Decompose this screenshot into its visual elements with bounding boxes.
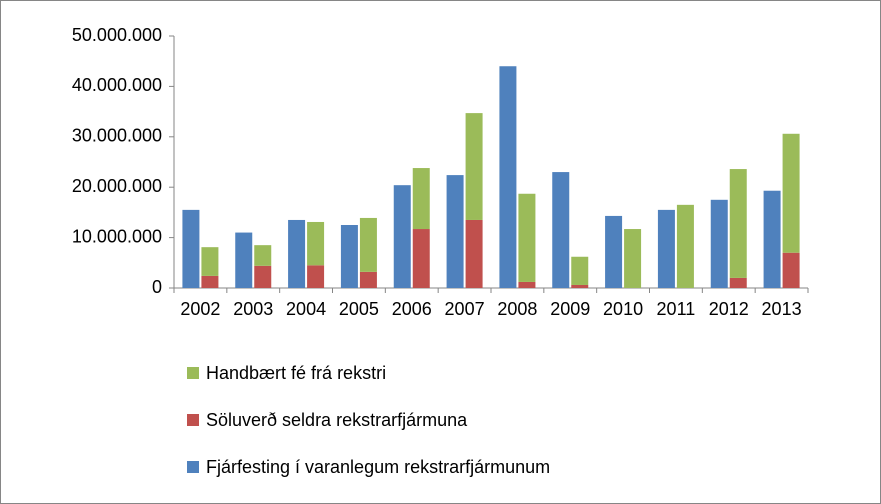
bar [254,245,272,266]
x-tick-label: 2012 [709,299,749,319]
x-tick-label: 2007 [445,299,485,319]
bar [782,133,800,253]
legend-label: Fjárfesting í varanlegum rekstrarfjármun… [206,457,550,477]
bar [340,225,358,288]
bar [710,199,728,288]
bar [201,247,219,276]
x-tick-label: 2013 [762,299,802,319]
x-tick-label: 2011 [657,299,696,319]
bar [571,256,589,285]
bar [359,217,377,272]
bar [518,281,536,288]
bar [182,209,200,288]
y-tick-label: 10.000.000 [72,226,162,246]
bar [254,265,272,288]
y-tick-label: 50.000.000 [72,25,162,45]
bar [782,252,800,288]
bar [657,209,675,288]
legend-swatch [187,414,199,426]
bar [446,175,464,288]
bar [763,190,781,288]
y-tick-label: 40.000.000 [72,75,162,95]
bar [235,232,253,288]
bar [624,229,642,288]
bar [499,66,517,289]
bar [605,215,623,288]
x-tick-label: 2009 [550,299,590,319]
bar [307,221,325,266]
bar [729,277,747,288]
x-tick-label: 2002 [180,299,220,319]
legend-swatch [187,367,199,379]
legend-label: Handbært fé frá rekstri [206,363,386,383]
legend-swatch [187,461,199,473]
y-tick-label: 0 [152,277,162,297]
bar [729,169,747,278]
y-tick-label: 20.000.000 [72,176,162,196]
bar [393,185,411,288]
bar [465,219,483,288]
bar [676,204,694,288]
bar [359,271,377,288]
x-tick-label: 2010 [603,299,643,319]
legend-label: Söluverð seldra rekstrarfjármuna [206,410,468,430]
x-tick-label: 2006 [392,299,432,319]
bar [201,275,219,288]
bar [412,168,430,230]
x-tick-label: 2008 [497,299,537,319]
bar [412,229,430,288]
bar [518,193,536,282]
x-tick-label: 2005 [339,299,379,319]
y-tick-label: 30.000.000 [72,126,162,146]
bar [571,284,589,288]
bar [465,113,483,220]
bar [307,265,325,288]
x-tick-label: 2004 [286,299,326,319]
bar [552,172,570,288]
bar [288,219,306,288]
x-tick-label: 2003 [233,299,273,319]
